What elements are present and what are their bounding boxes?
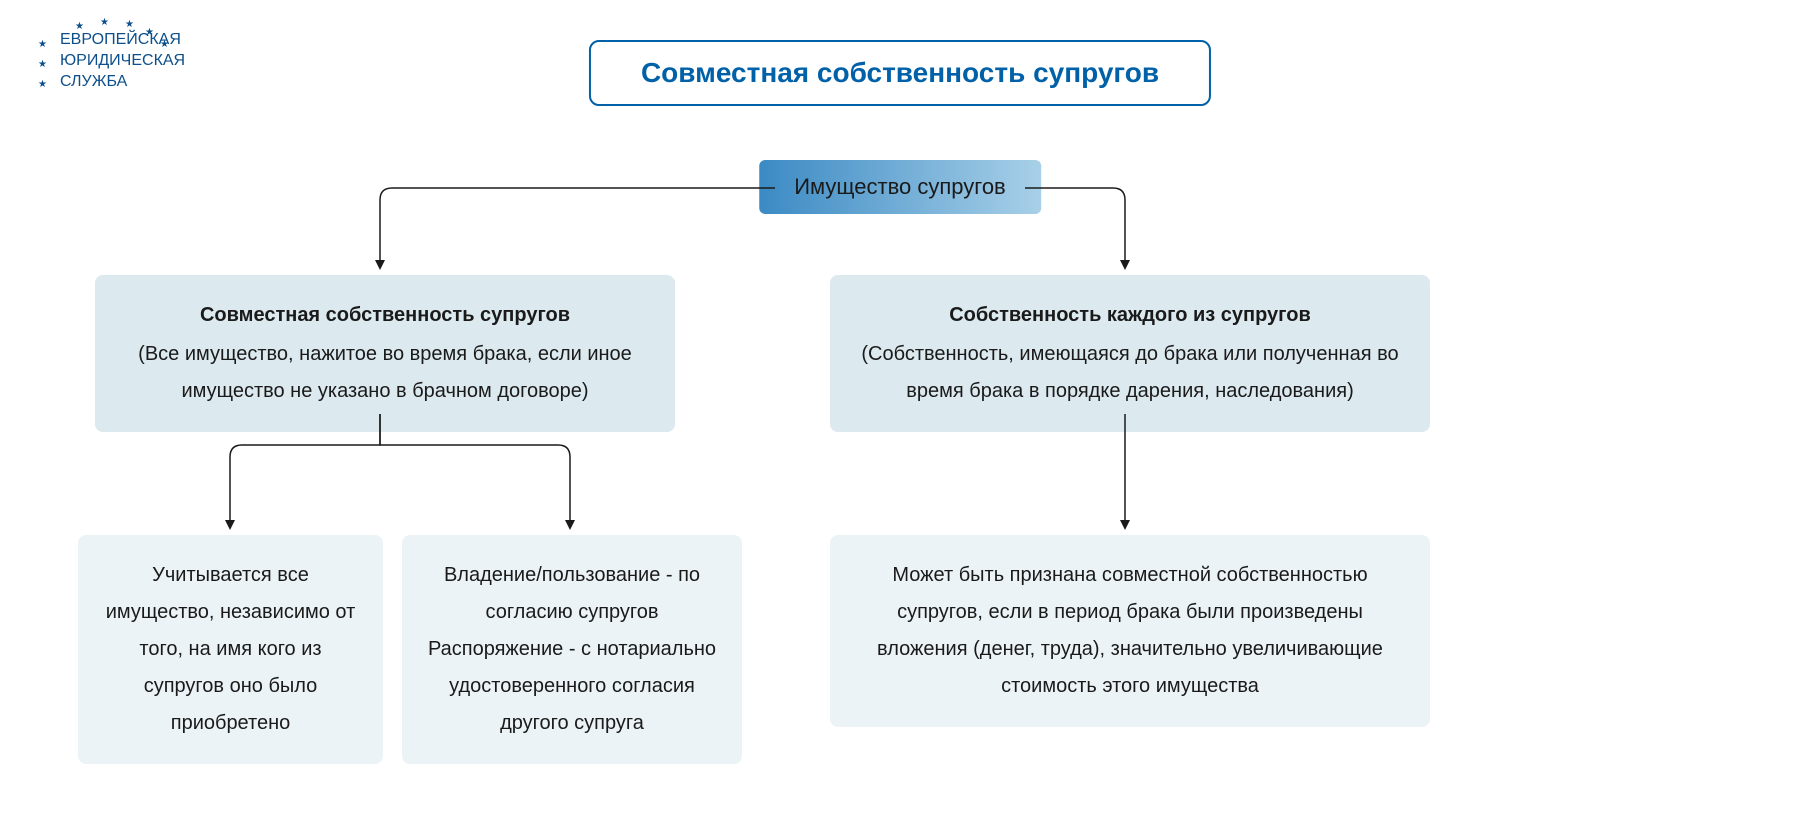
leaf2-text: Владение/пользование - по согласию супру…	[428, 564, 716, 734]
leaf3-text: Может быть признана совместной собственн…	[877, 564, 1383, 697]
node-joint-desc: (Все имущество, нажитое во время брака, …	[138, 343, 632, 402]
diagram-title-box: Совместная собственность супругов	[589, 40, 1211, 106]
node-individual-title: Собственность каждого из супругов	[855, 297, 1405, 334]
logo: ★ ★ ★ ★ ★ ★ ★ ★ ЕВРОПЕЙСКАЯ ЮРИДИЧЕСКАЯ …	[50, 30, 185, 92]
leaf1-text: Учитывается все имущество, независимо от…	[106, 564, 356, 734]
node-joint-property: Совместная собственность супругов (Все и…	[95, 275, 675, 432]
node-joint-title: Совместная собственность супругов	[120, 297, 650, 334]
node-individual-desc: (Собственность, имеющаяся до брака или п…	[861, 343, 1398, 402]
node-individual-property: Собственность каждого из супругов (Собст…	[830, 275, 1430, 432]
root-label: Имущество супругов	[794, 174, 1006, 199]
leaf-all-property: Учитывается все имущество, независимо от…	[78, 535, 383, 764]
diagram-title: Совместная собственность супругов	[641, 57, 1159, 88]
logo-line2: ЮРИДИЧЕСКАЯ	[60, 51, 185, 72]
leaf-can-become-joint: Может быть признана совместной собственн…	[830, 535, 1430, 727]
leaf-usage-disposal: Владение/пользование - по согласию супру…	[402, 535, 742, 764]
root-node: Имущество супругов	[759, 160, 1041, 214]
logo-line3: СЛУЖБА	[60, 72, 185, 93]
